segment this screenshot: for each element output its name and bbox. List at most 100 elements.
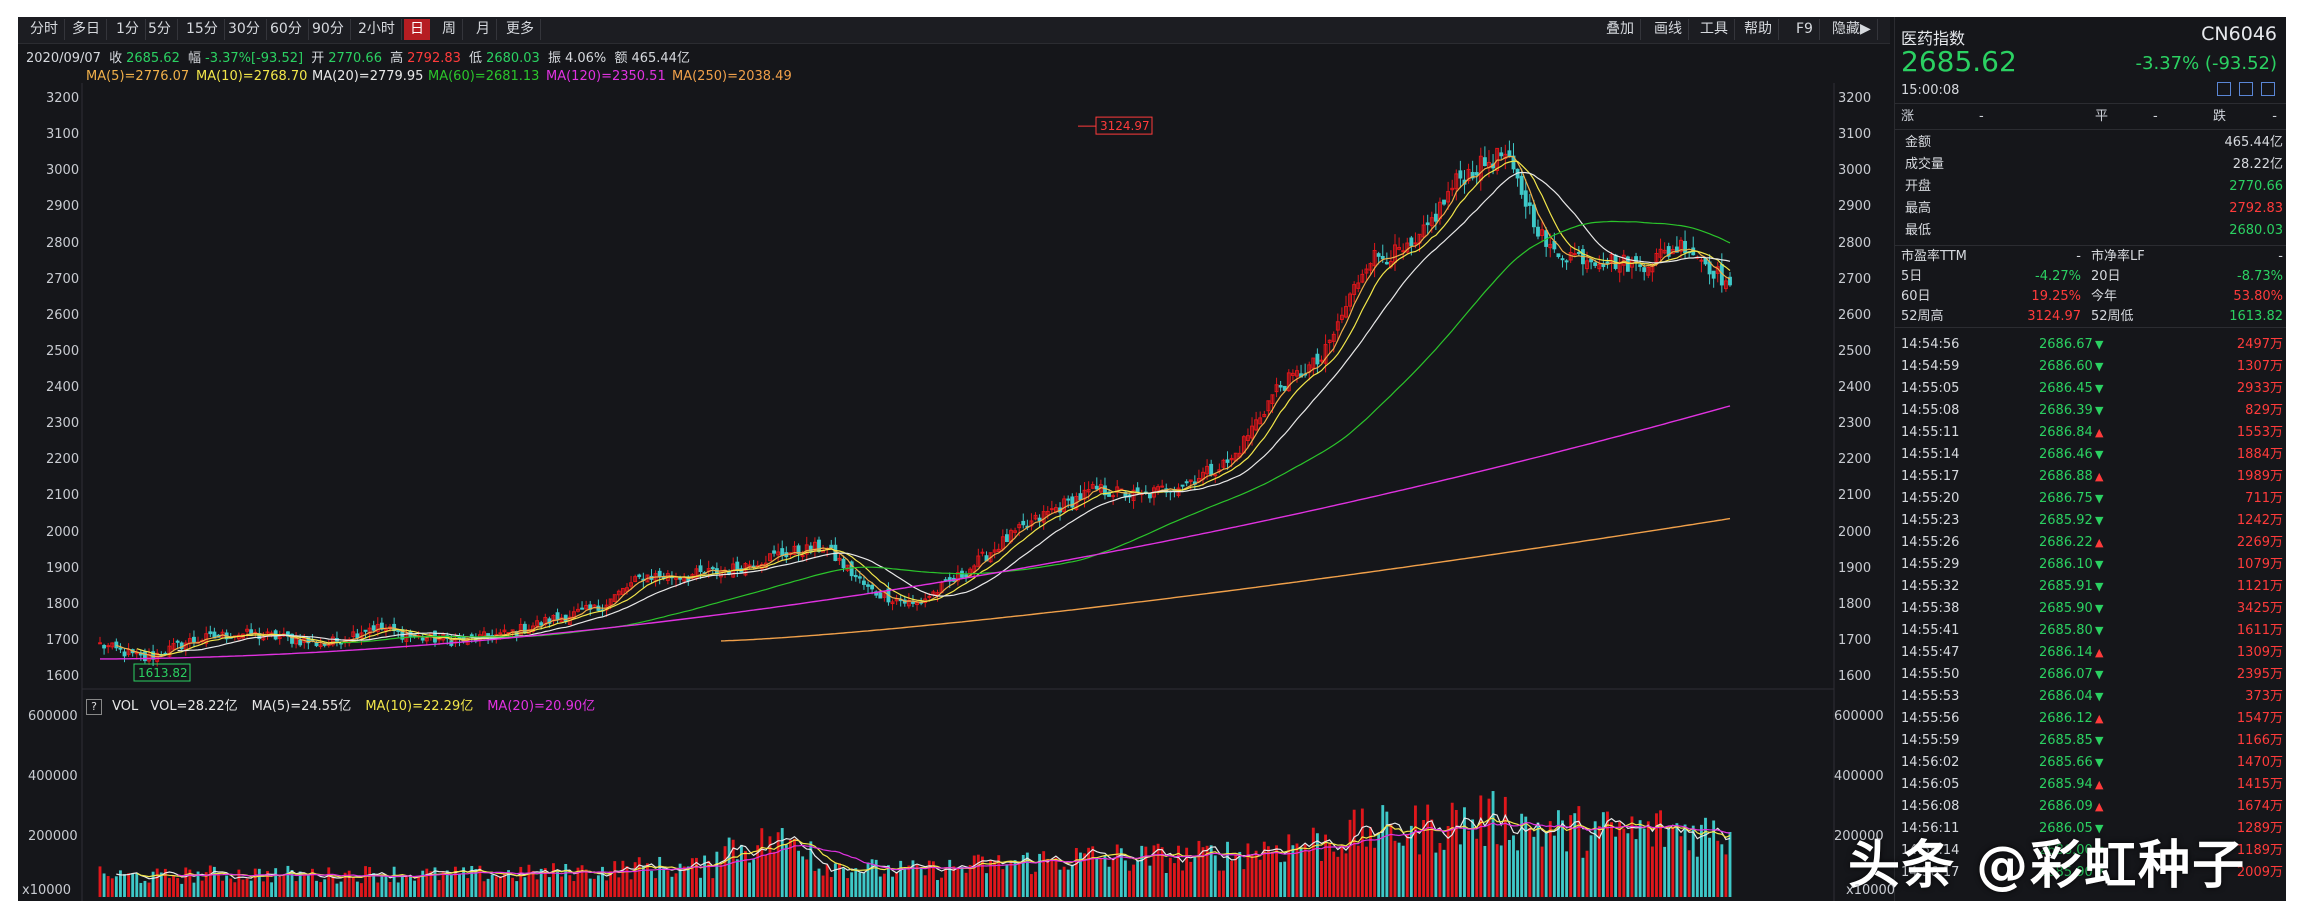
candle-body <box>1536 226 1540 237</box>
candle-body <box>1474 172 1479 176</box>
candle-body <box>522 623 527 634</box>
volume-bar <box>376 882 380 897</box>
volume-bar <box>1467 830 1470 897</box>
candle-body <box>796 545 801 554</box>
candle-body <box>1670 249 1675 255</box>
candle-body <box>531 625 535 632</box>
candle-body <box>1568 252 1573 261</box>
volume-bar <box>768 836 772 897</box>
volume-bar <box>866 862 870 897</box>
volume-bar <box>882 873 886 897</box>
tick-row: 14:55:29 2686.10 ▼ 1079万 <box>1895 555 2286 575</box>
candle-body <box>155 652 160 662</box>
period-tab-2[interactable]: 1分 <box>110 19 146 40</box>
edit-icon[interactable] <box>2217 82 2231 96</box>
candle-body <box>424 637 429 642</box>
price-tick-left: 2600 <box>46 307 80 323</box>
add-icon[interactable] <box>2261 82 2275 96</box>
volume-bar <box>1540 846 1544 897</box>
candle-body <box>388 626 392 630</box>
ratio-value: -4.27% <box>2035 269 2081 284</box>
candle-body <box>1254 419 1259 431</box>
volume-bar <box>364 866 367 897</box>
candle-body <box>960 570 964 578</box>
tool-button-1[interactable]: 画线 <box>1648 19 1689 40</box>
volume-bar <box>1507 839 1511 897</box>
period-tab-3[interactable]: 5分 <box>142 19 178 40</box>
candle-body <box>1523 190 1528 207</box>
tool-button-4[interactable]: F9 <box>1790 19 1820 40</box>
candle-body <box>228 636 233 639</box>
help-icon[interactable]: ? <box>86 699 102 715</box>
ratio-value: 19.25% <box>2031 289 2081 304</box>
candle-body <box>1221 459 1226 468</box>
volume-bar <box>1295 843 1299 897</box>
period-tab-12[interactable]: 更多 <box>500 19 541 40</box>
period-tab-1[interactable]: 多日 <box>66 19 107 40</box>
candle-body <box>1531 204 1536 228</box>
volume-bar <box>862 872 866 897</box>
volume-bar <box>1422 819 1426 897</box>
period-tab-11[interactable]: 月 <box>470 19 497 40</box>
tick-volume: 1166万 <box>2236 733 2283 748</box>
tool-button-2[interactable]: 工具 <box>1694 19 1735 40</box>
period-tab-5[interactable]: 30分 <box>222 19 267 40</box>
volume-bar <box>985 873 988 897</box>
up-value: - <box>1979 109 1984 124</box>
volume-bar <box>1385 811 1389 897</box>
volume-bar <box>1021 854 1025 897</box>
index-name: 医药指数 <box>1901 29 1966 48</box>
volume-bar <box>927 860 931 897</box>
volume-bar <box>1675 823 1679 897</box>
period-tab-7[interactable]: 90分 <box>306 19 351 40</box>
period-tab-0[interactable]: 分时 <box>24 19 65 40</box>
arrow-down-icon: ▼ <box>2095 734 2104 747</box>
volume-tick-left: 600000 <box>28 709 78 724</box>
candle-body <box>690 574 695 579</box>
candle-body <box>1205 465 1210 475</box>
volume-bar <box>1556 810 1560 897</box>
candle-body <box>964 574 968 578</box>
tool-button-3[interactable]: 帮助 <box>1738 19 1779 40</box>
tick-volume: 3425万 <box>2236 601 2283 616</box>
volume-bar <box>1405 834 1409 897</box>
candle-body <box>898 599 903 602</box>
volume-bar <box>1699 824 1703 897</box>
candle-body <box>1041 511 1046 523</box>
tick-row: 14:55:08 2686.39 ▼ 829万 <box>1895 401 2286 421</box>
candle-body <box>290 633 294 644</box>
ratio-value: 53.80% <box>2233 289 2283 304</box>
candle-body <box>1241 436 1246 454</box>
candle-body <box>1278 385 1283 388</box>
candle-body <box>1327 339 1332 344</box>
volume-bar <box>1172 863 1176 897</box>
candle-body <box>114 641 119 649</box>
volume-bar <box>1442 849 1446 897</box>
volume-bar <box>735 859 739 897</box>
tool-button-0[interactable]: 叠加 <box>1600 19 1641 40</box>
tool-button-5[interactable]: 隐藏▶ <box>1826 19 1878 40</box>
kline-chart[interactable]: 3124.97 1613.82 <box>18 17 1890 901</box>
volume-bar <box>1704 817 1707 897</box>
volume-bar <box>1716 840 1720 897</box>
candle-body <box>335 638 339 642</box>
volume-bar <box>1728 831 1732 897</box>
arrow-up-icon: ▲ <box>2095 646 2104 659</box>
period-tab-4[interactable]: 15分 <box>180 19 225 40</box>
tick-time: 14:56:08 <box>1901 799 1960 814</box>
volume-bar <box>482 881 486 897</box>
period-tab-10[interactable]: 周 <box>436 19 463 40</box>
tick-time: 14:55:08 <box>1901 403 1960 418</box>
candle-body <box>1229 457 1234 461</box>
period-tab-8[interactable]: 2小时 <box>352 19 402 40</box>
tick-price: 2686.07 <box>2039 667 2093 682</box>
candle-body <box>980 551 985 554</box>
volume-bar <box>290 870 294 897</box>
candle-body <box>1311 357 1316 369</box>
ma-line-20 <box>177 171 1731 652</box>
period-tab-6[interactable]: 60分 <box>264 19 309 40</box>
period-tab-9[interactable]: 日 <box>404 19 430 40</box>
arrow-up-icon: ▲ <box>2095 470 2104 483</box>
volume-bar <box>180 883 184 897</box>
alert-icon[interactable] <box>2239 82 2253 96</box>
